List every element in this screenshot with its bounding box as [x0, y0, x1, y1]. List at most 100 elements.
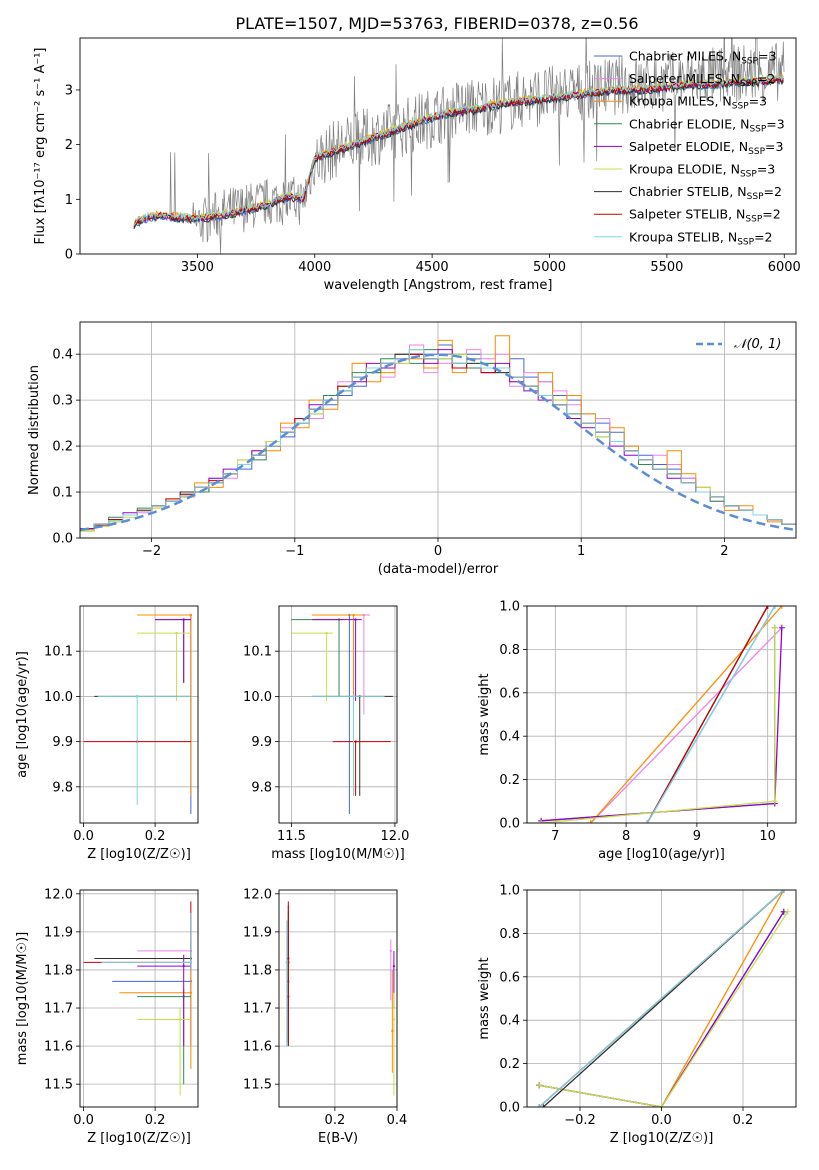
x-tick-label: 4500 [416, 260, 449, 275]
x-tick-label: 5000 [533, 260, 566, 275]
x-axis-label: (data-model)/error [378, 562, 499, 577]
y-tick-label: 0.8 [499, 643, 520, 658]
x-tick-label: 10 [759, 829, 776, 844]
y-tick-label: 11.8 [44, 963, 73, 978]
legend-label: Chabrier MILES, NSSP=3 [629, 49, 777, 67]
weight-marker-kroupa-elodie [784, 908, 791, 915]
y-tick-label: 11.7 [44, 1002, 73, 1017]
weight-marker-kroupa-elodie [538, 820, 545, 823]
y-tick-label: 11.5 [44, 1078, 73, 1093]
x-tick-label: 0.2 [733, 1113, 754, 1128]
x-tick-label: 0 [434, 544, 442, 559]
point-salpeter-stelib [354, 740, 357, 743]
weight-line-kroupa-elodie [539, 911, 789, 1107]
y-tick-label: 11.6 [44, 1040, 73, 1055]
legend-label: Kroupa STELIB, NSSP=2 [629, 229, 773, 247]
x-tick-label: 7 [551, 829, 559, 844]
y-axis-label: mass weight [477, 957, 492, 1039]
histogram-kroupa-stelib [80, 349, 796, 538]
legend-label: Chabrier ELODIE, NSSP=3 [629, 116, 785, 134]
spectrum-legend: Chabrier MILES, NSSP=3 Salpeter MILES, NS… [594, 49, 785, 247]
weight-marker-kroupa-elodie [771, 798, 778, 805]
y-tick-label: 0.6 [499, 970, 520, 985]
y-tick-label: 0.2 [52, 440, 73, 455]
mass-vs-Z-frame [79, 889, 199, 1108]
y-tick-label: 9.8 [52, 780, 73, 795]
y-tick-label: 11.7 [243, 1002, 272, 1017]
y-tick-label: 0.8 [499, 927, 520, 942]
x-tick-label: 9 [693, 829, 701, 844]
x-tick-label: 5500 [650, 260, 683, 275]
age-vs-mass-axes: 11.5 12.0 9.8 9.9 10.0 10.1 mass [log10(M/M☉)] [243, 606, 409, 862]
weight-marker-kroupa-stelib [771, 606, 778, 609]
legend-label: Salpeter STELIB, NSSP=2 [629, 207, 781, 225]
weight-marker-kroupa-miles [587, 820, 594, 823]
legend-label: Kroupa ELODIE, NSSP=3 [629, 162, 775, 180]
x-tick-label: 12.0 [380, 829, 409, 844]
mass-weight-vs-Z-plot-area [536, 890, 791, 1107]
x-tick-label: 0.2 [145, 829, 166, 844]
mass-vs-Z-plot-area [83, 901, 193, 1096]
y-tick-label: 0 [65, 248, 73, 263]
y-tick-label: 0.1 [52, 486, 73, 501]
point-salpeter-elodie [182, 618, 185, 621]
legend-label: Salpeter MILES, NSSP=2 [629, 71, 775, 89]
x-tick-label: 6000 [768, 260, 801, 275]
age-vs-Z-frame [79, 605, 199, 824]
mass-weight-vs-Z-frame [526, 889, 797, 1108]
histogram-plot-area [80, 335, 796, 538]
weight-marker-kroupa-elodie [658, 1104, 665, 1107]
histogram-frame [79, 321, 797, 539]
x-tick-label: 4000 [298, 260, 331, 275]
weight-marker-chabrier-stelib [540, 1104, 547, 1107]
y-tick-label: 10.1 [44, 645, 73, 660]
y-tick-label: 11.9 [44, 925, 73, 940]
point-kroupa-stelib [285, 961, 288, 964]
weight-marker-salpeter-elodie [778, 624, 785, 631]
x-tick-label: 3500 [181, 260, 214, 275]
x-tick-label: 11.5 [277, 829, 306, 844]
mass-vs-ebv-plot-area [285, 901, 396, 1096]
x-tick-label: 0.2 [145, 1113, 166, 1128]
point-salpeter-elodie [182, 964, 185, 968]
y-tick-label: 11.8 [243, 963, 272, 978]
y-tick-label: 1 [65, 193, 73, 208]
x-axis-label: Z [log10(Z/Z☉)] [87, 847, 191, 862]
point-kroupa-elodie [325, 631, 328, 635]
model-line-salpeter-stelib [133, 77, 784, 228]
y-tick-label: 3 [65, 83, 73, 98]
y-tick-label: 10.1 [243, 645, 272, 660]
point-kroupa-elodie [175, 631, 178, 635]
x-tick-label: 2 [720, 544, 728, 559]
mass-weight-vs-Z-axes: −0.2 0.0 0.2 0.0 0.2 0.4 0.6 0.8 1.0 Z [log10(Z/Z… [477, 884, 796, 1146]
y-axis-label: age [log10(age/yr)] [15, 651, 30, 778]
x-axis-label: Z [log10(Z/Z☉)] [610, 1131, 714, 1146]
residual-histogram-axes: −2 −1 0 1 2 0.0 0.1 0.2 0.3 0.4 (data-model)/error… [27, 322, 796, 577]
x-tick-label: 0.2 [325, 1113, 346, 1128]
x-tick-label: −2 [142, 544, 161, 559]
data-spectrum-line [133, 38, 785, 254]
x-tick-label: 0.0 [651, 1113, 672, 1128]
point-kroupa-miles [189, 613, 193, 617]
mass-weight-vs-age-plot-area [538, 606, 785, 823]
spectrum-frame [79, 37, 797, 255]
y-axis-label: mass [log10(M/M☉)] [15, 932, 30, 1065]
weight-marker-kroupa-elodie [771, 624, 778, 631]
model-line-kroupa-stelib [133, 75, 784, 226]
spectrum-plot-area [133, 38, 785, 254]
y-tick-label: 9.8 [251, 780, 272, 795]
weight-marker-kroupa-elodie [536, 1082, 543, 1089]
y-tick-label: 0.0 [499, 817, 520, 832]
x-axis-label: mass [log10(M/M☉)] [271, 847, 404, 862]
y-tick-label: 11.6 [243, 1040, 272, 1055]
x-axis-label: Z [log10(Z/Z☉)] [87, 1131, 191, 1146]
mass-vs-Z-axes: 0.0 0.2 11.5 11.6 11.7 11.8 11.9 12.0 Z [log10(Z… [15, 887, 198, 1146]
figure-title: PLATE=1507, MJD=53763, FIBERID=0378, z=0… [235, 14, 638, 33]
weight-line-salpeter-miles [590, 627, 783, 823]
x-tick-label: −1 [285, 544, 304, 559]
y-tick-label: 12.0 [44, 887, 73, 902]
point-salpeter-miles [389, 949, 392, 953]
point-kroupa-elodie [178, 1018, 182, 1021]
weight-line-kroupa-stelib [538, 890, 785, 1107]
